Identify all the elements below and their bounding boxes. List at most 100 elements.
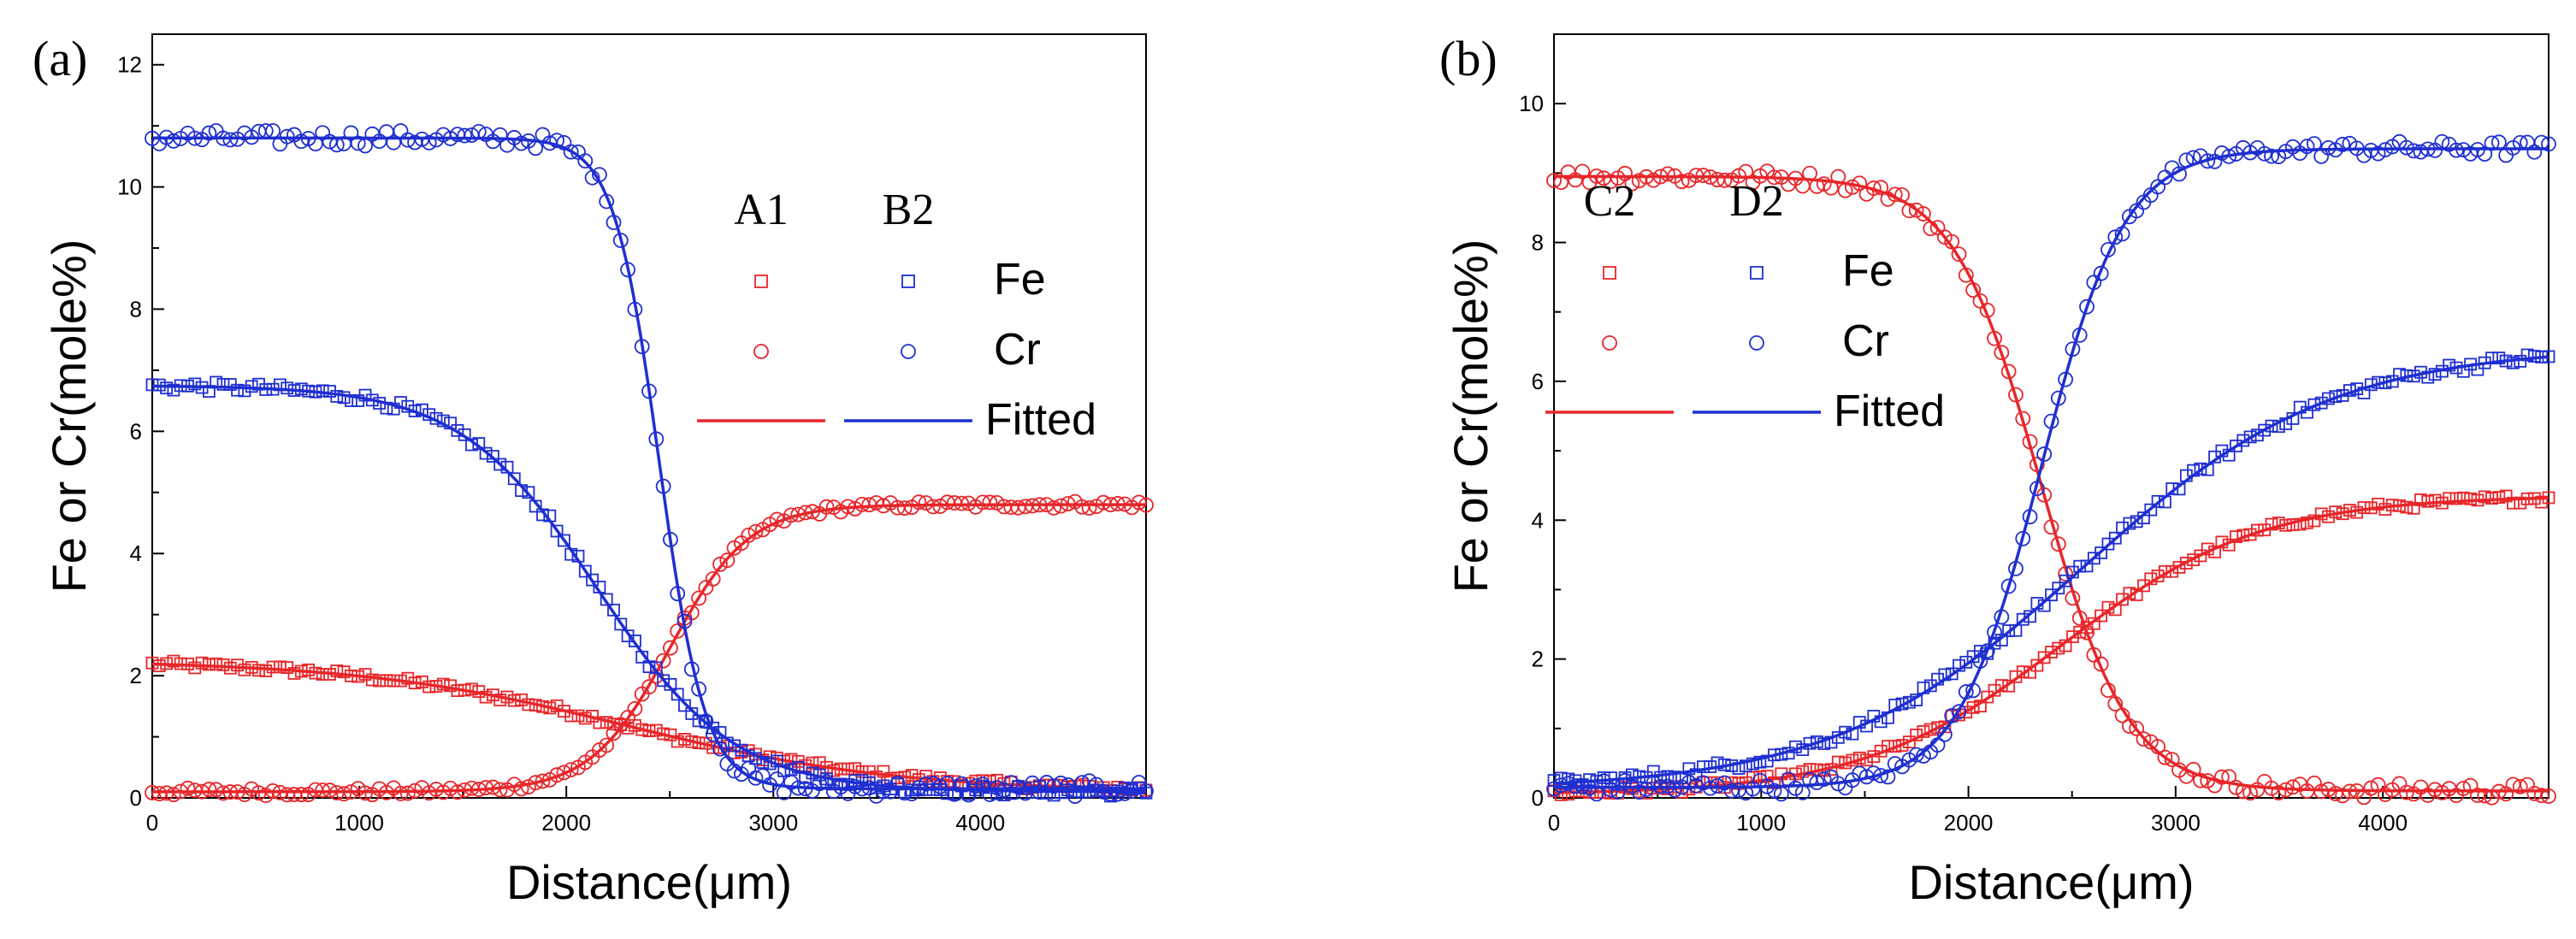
data-point [2002, 624, 2016, 637]
data-point [2499, 489, 2513, 503]
x-tick-label: 1000 [1736, 810, 1786, 836]
data-point [492, 127, 508, 143]
data-point [1697, 760, 1710, 774]
data-point [507, 472, 521, 486]
data-point [678, 699, 691, 712]
data-point [1603, 782, 1619, 798]
data-point [167, 383, 180, 397]
data-point [1803, 763, 1817, 776]
y-axis-title: Fe or Cr(mole%) [1444, 239, 1498, 594]
fitted-line [1553, 355, 2549, 785]
data-point [465, 682, 478, 696]
fitted-line [152, 503, 1146, 794]
data-point [513, 781, 529, 797]
data-point [577, 153, 594, 169]
data-point [2243, 430, 2257, 444]
data-point [337, 665, 351, 679]
data-point [1046, 499, 1061, 516]
data-point [1560, 776, 1576, 792]
data-point [322, 133, 338, 150]
data-point [550, 524, 564, 538]
legend-marker [901, 275, 915, 288]
data-point [627, 700, 643, 717]
data-point [712, 556, 728, 572]
x-tick-label: 2000 [541, 810, 591, 836]
fitted-line [1554, 147, 2549, 789]
series-c2-fe [1547, 489, 2555, 801]
data-point [2535, 495, 2549, 509]
y-tick-label: 2 [130, 663, 142, 688]
y-tick-label: 2 [1532, 647, 1544, 672]
data-point [2301, 516, 2313, 529]
series-d2-fe [1547, 348, 2555, 791]
data-point [195, 656, 209, 670]
fitted-line [1554, 496, 2549, 794]
y-tick-label: 0 [1532, 785, 1544, 811]
data-point [2066, 630, 2079, 643]
series-a1-cr [145, 493, 1154, 803]
data-point [1979, 643, 1995, 658]
data-point [629, 635, 641, 647]
data-point [2400, 500, 2414, 514]
data-point [2194, 549, 2207, 563]
data-point [2136, 731, 2152, 747]
data-point [1902, 735, 1916, 749]
data-point [2455, 781, 2472, 796]
data-point [747, 770, 764, 786]
data-point [2151, 494, 2165, 508]
data-point [2293, 517, 2307, 531]
data-point [691, 590, 706, 606]
data-point [1723, 782, 1740, 799]
data-point [1873, 180, 1889, 196]
legend-label: Fitted [985, 395, 1096, 445]
data-point [705, 571, 721, 587]
y-tick-label: 8 [1532, 230, 1544, 256]
data-point [989, 494, 1005, 511]
data-point [201, 125, 217, 141]
x-tick-label: 3000 [2151, 810, 2201, 836]
data-point [1809, 775, 1825, 790]
data-point [2299, 139, 2315, 155]
data-point [2477, 788, 2493, 804]
data-point [337, 391, 351, 405]
data-point [393, 785, 409, 801]
data-point [2264, 148, 2279, 164]
data-point [2265, 517, 2278, 531]
data-point [2108, 531, 2122, 545]
x-tick-label: 0 [1548, 810, 1560, 836]
data-point [1109, 786, 1126, 802]
data-point [719, 552, 736, 569]
data-point [2164, 752, 2180, 768]
x-tick-label: 4000 [955, 810, 1005, 836]
data-point [967, 778, 984, 794]
data-point [387, 402, 400, 416]
data-point [2107, 229, 2124, 245]
data-point [2512, 778, 2528, 794]
legend-header: B2 [883, 186, 935, 234]
data-point [273, 660, 287, 674]
data-point [896, 500, 913, 517]
data-point [293, 133, 310, 150]
data-point [2144, 503, 2158, 517]
data-point [222, 132, 239, 148]
data-point [1959, 706, 1973, 719]
data-point [1951, 246, 1967, 263]
legend-marker [1602, 335, 1617, 351]
data-point [877, 765, 890, 778]
fitted-line [152, 136, 1146, 791]
data-point [2024, 610, 2036, 623]
data-point [777, 764, 791, 777]
data-point [1994, 345, 2010, 361]
data-point [210, 657, 223, 670]
data-point [2228, 779, 2244, 795]
data-point [493, 694, 507, 706]
legend-marker [1603, 266, 1616, 280]
data-point [252, 664, 265, 677]
data-point [165, 787, 181, 803]
data-point [2541, 788, 2556, 804]
data-point [1981, 690, 1994, 704]
data-point [2478, 490, 2491, 504]
data-point [373, 674, 387, 688]
data-point [2456, 491, 2470, 505]
data-point [549, 133, 564, 149]
